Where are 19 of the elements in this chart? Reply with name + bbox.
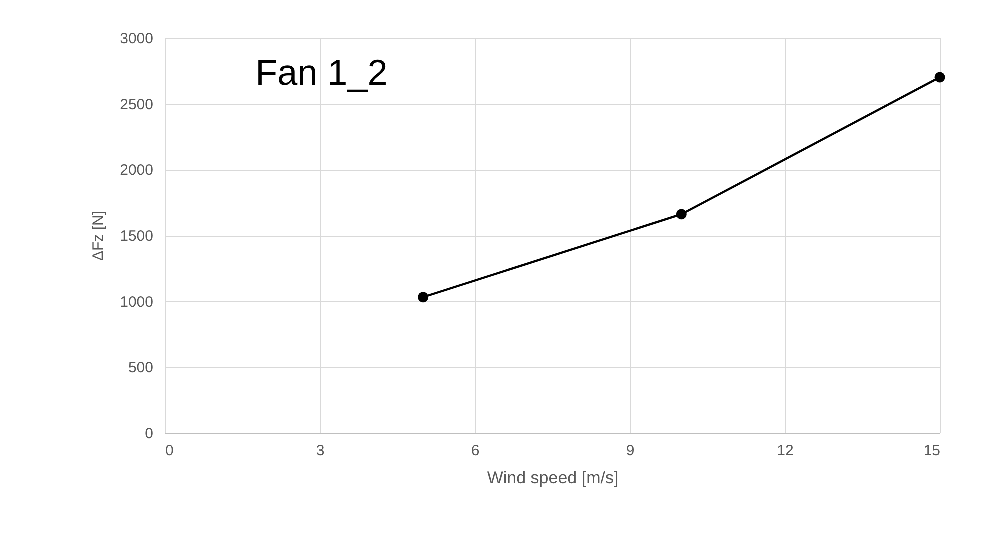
- x-axis-title: Wind speed [m/s]: [487, 468, 619, 488]
- y-tick-label: 2000: [120, 162, 154, 180]
- x-tick-label: 15: [924, 442, 940, 460]
- y-axis-title: ΔFz [N]: [90, 210, 108, 262]
- x-tick-label: 9: [626, 442, 635, 460]
- point: [676, 209, 687, 220]
- chart-title: Fan 1_2: [256, 52, 388, 93]
- y-tick-label: 0: [145, 426, 154, 442]
- y-tick-label: 500: [128, 360, 154, 377]
- y-tick-label: 2500: [120, 96, 154, 114]
- x-tick-label: 6: [471, 442, 480, 460]
- point: [934, 72, 946, 83]
- x-tick-label: 12: [777, 442, 794, 460]
- x-tick-label: 0: [166, 442, 174, 460]
- x-tick-label: 3: [316, 442, 325, 460]
- y-tick-label: 1500: [120, 228, 154, 245]
- y-tick-label: 3000: [120, 30, 154, 48]
- point: [418, 292, 429, 303]
- y-tick-label: 1000: [120, 294, 154, 311]
